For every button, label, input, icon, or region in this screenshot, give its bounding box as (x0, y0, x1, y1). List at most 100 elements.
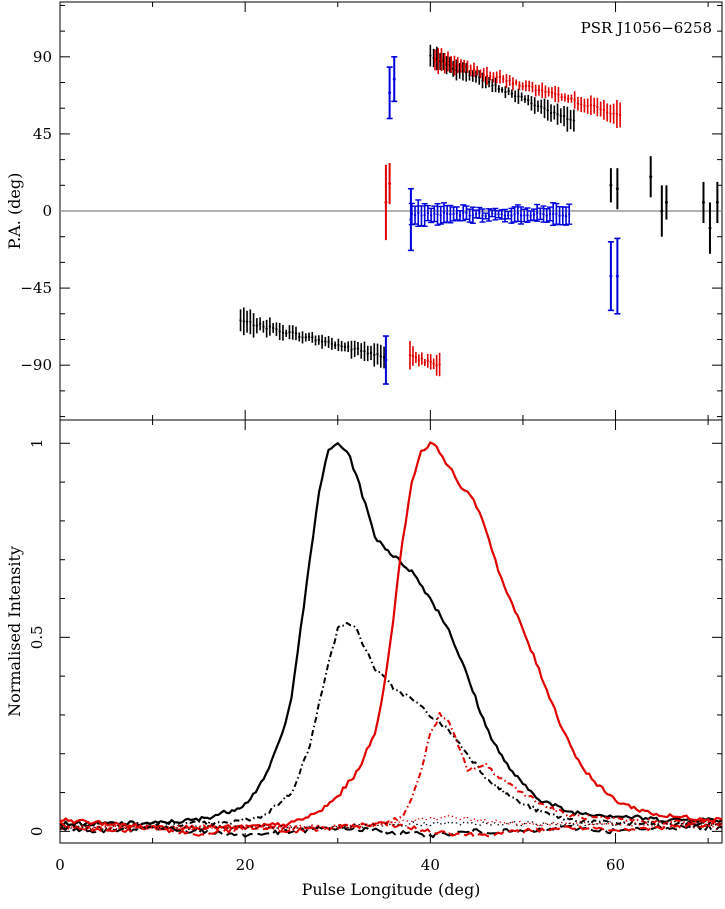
pa-point (384, 200, 388, 204)
pa-point (476, 69, 479, 73)
pa-point (449, 212, 452, 216)
pa-point (560, 95, 563, 99)
pa-point (543, 107, 546, 110)
pa-point (455, 212, 459, 215)
int-y-tick-label: 1 (28, 439, 46, 449)
pa-point (450, 63, 453, 66)
pa-point (388, 91, 392, 95)
pa-point (533, 104, 536, 107)
pa-point (468, 214, 471, 217)
pa-point (537, 89, 541, 92)
pa-point (456, 63, 459, 67)
pa-point (307, 335, 311, 339)
pa-point (417, 359, 421, 362)
pa-point (549, 111, 553, 115)
pa-point (337, 343, 340, 347)
pa-point (271, 326, 275, 330)
pa-point (382, 356, 386, 359)
pa-point (544, 90, 547, 94)
pa-point (566, 97, 570, 101)
pa-point (436, 213, 439, 216)
pa-point (469, 69, 472, 72)
pa-point (440, 58, 443, 61)
pa-point (363, 350, 366, 353)
pa-point (423, 213, 426, 217)
pa-point (609, 112, 612, 115)
pa-y-axis-title: P.A. (deg) (5, 173, 24, 250)
pa-point (409, 218, 413, 222)
pa-point (511, 82, 515, 85)
x-tick-label: 60 (606, 856, 625, 874)
pa-point (500, 88, 504, 92)
pa-point (504, 90, 507, 94)
pa-point (592, 104, 596, 107)
intensity-panel: 0 20 40 60 0 0.5 1 Normalised Intensity Pulse Lo… (5, 419, 723, 899)
pa-point (462, 211, 465, 214)
pa-point (562, 114, 566, 118)
pa-point (618, 113, 622, 117)
pa-point (520, 95, 523, 99)
pa-point (275, 328, 278, 331)
pa-point (558, 214, 561, 217)
pa-point (498, 75, 502, 78)
pa-point (516, 211, 520, 215)
pa-point (495, 76, 498, 79)
pa-point (437, 59, 440, 63)
pa-point (288, 330, 291, 334)
pa-point (429, 214, 433, 217)
pa-point (561, 214, 565, 217)
pa-point (536, 104, 540, 108)
pa-point (245, 320, 249, 323)
position-angle-panel: 90 45 0 −45 −90 P.A. (deg) PSR J1056−6258 (5, 1, 723, 421)
pa-point (317, 338, 321, 342)
pa-point (426, 359, 429, 363)
pa-point (420, 214, 423, 218)
pa-point (530, 102, 533, 105)
pa-point (506, 213, 510, 217)
pa-point (524, 84, 528, 88)
pa-point (494, 83, 497, 87)
pa-point (519, 214, 523, 217)
pa-point (353, 347, 356, 351)
pa-point (324, 340, 327, 343)
intensity-frame (59, 419, 723, 844)
int-y-tick-label: 0 (28, 827, 46, 837)
pa-point (285, 332, 288, 335)
pa-point (459, 64, 463, 68)
pa-point (540, 89, 544, 92)
pa-series-0 (239, 44, 719, 369)
pa-point (438, 363, 441, 366)
pa-point (521, 85, 524, 88)
pa-point (508, 79, 511, 82)
pa-point (252, 324, 255, 327)
pulsar-name-label: PSR J1056−6258 (581, 19, 712, 37)
pa-point (333, 344, 337, 347)
pa-point (465, 211, 468, 214)
pa-point (605, 111, 609, 114)
pa-point (298, 335, 301, 339)
pa-series-1 (384, 48, 622, 377)
pa-point (491, 84, 494, 87)
pa-point (278, 330, 281, 333)
pa-point (569, 118, 572, 121)
pa-point (532, 213, 536, 216)
pa-point (523, 97, 527, 101)
pa-point (664, 200, 668, 204)
intensity-line-0 (59, 442, 723, 828)
pa-point (481, 214, 484, 217)
pa-point (505, 79, 508, 83)
pa-point (479, 72, 482, 76)
pa-point (602, 108, 606, 112)
pa-point (258, 322, 262, 326)
pa-point (472, 68, 476, 71)
pa-point (265, 327, 268, 330)
pa-point (553, 92, 557, 96)
pa-point (384, 358, 388, 362)
pa-point (474, 75, 478, 78)
pa-point (432, 362, 435, 365)
x-tick-label: 20 (236, 856, 255, 874)
pa-point (452, 212, 455, 216)
pa-point (294, 332, 298, 335)
pa-point (484, 214, 487, 218)
